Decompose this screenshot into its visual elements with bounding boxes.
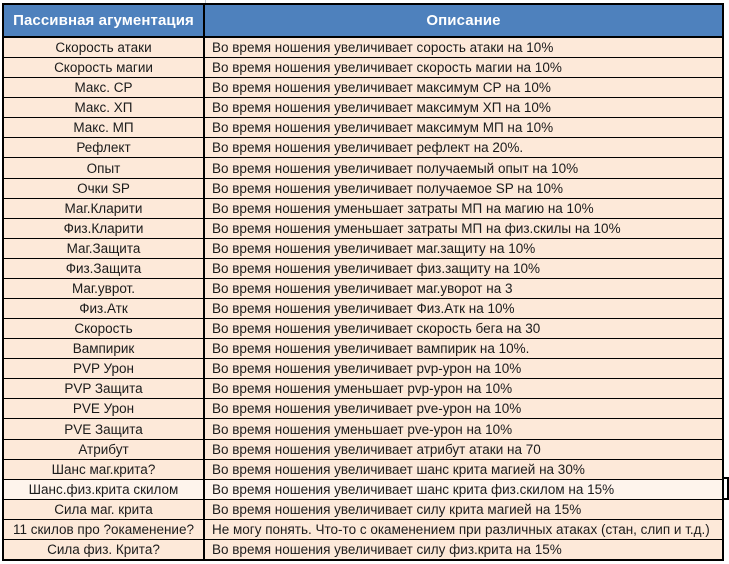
row-name-cell[interactable]: Сила физ. Крита? [4, 539, 205, 560]
row-desc-cell[interactable]: Во время ношения увеличивает pvp-урон на… [212, 361, 522, 377]
gridline-remnant [205, 0, 206, 4]
row-name-cell[interactable]: PVP Урон [4, 359, 205, 379]
row-desc-cell[interactable]: Не могу понять. Что-то с окаменением при… [212, 521, 710, 537]
passive-augmentation-table: Пассивная агументация Описание Скорость … [2, 3, 724, 561]
table-row[interactable]: PVP Защита Во время ношения уменьшает pv… [4, 379, 722, 400]
row-name-cell[interactable]: Опыт [4, 158, 205, 178]
table-row[interactable]: Шанс.физ.крита скилом Во время ношения у… [4, 479, 722, 500]
row-desc-cell[interactable]: Во время ношения увеличивает силу крита … [212, 501, 582, 517]
table-row[interactable]: Шанс маг.крита? Во время ношения увеличи… [4, 459, 722, 480]
row-desc-cell[interactable]: Во время ношения увеличивает максимум СР… [212, 80, 551, 96]
row-desc-cell[interactable]: Во время ношения увеличивает максимум ХП… [212, 100, 551, 116]
table-row[interactable]: Вампирик Во время ношения увеличивает ва… [4, 339, 722, 360]
table-row[interactable]: PVE Защита Во время ношения уменьшает pv… [4, 419, 722, 440]
row-name-cell[interactable]: Шанс.физ.крита скилом [4, 479, 205, 499]
table-row[interactable]: Физ.Кларити Во время ношения уменьшает з… [4, 218, 722, 239]
table-row[interactable]: PVP Урон Во время ношения увеличивает pv… [4, 359, 722, 380]
table-row[interactable]: Атрибут Во время ношения увеличивает атр… [4, 439, 722, 460]
row-desc-cell[interactable]: Во время ношения уменьшает затраты МП на… [212, 220, 621, 236]
row-desc-cell[interactable]: Во время ношения уменьшает pve-урон на 1… [212, 421, 513, 437]
row-name-cell[interactable]: Макс. ХП [4, 98, 205, 118]
row-name-cell[interactable]: Физ.Атк [4, 299, 205, 319]
row-name-cell[interactable]: Маг.уврот. [4, 278, 205, 299]
table-row[interactable]: 11 скилов про ?окаменение? Не могу понят… [4, 519, 722, 540]
table-row[interactable]: Маг.Защита Во время ношения увеличивает … [4, 238, 722, 259]
row-desc-cell[interactable]: Во время ношения увеличивает Физ.Атк на … [212, 301, 515, 317]
row-desc-cell[interactable]: Во время ношения увеличивает получаемый … [212, 160, 579, 176]
row-desc-cell[interactable]: Во время ношения увеличивает атрибут ата… [212, 441, 541, 457]
row-name-cell[interactable]: Макс. МП [4, 118, 205, 138]
row-desc-cell[interactable]: Во время ношения увеличивает маг.уворот … [212, 280, 513, 296]
table-row[interactable]: Сила физ. Крита? Во время ношения увелич… [4, 539, 722, 560]
header-cell-description: Описание [426, 12, 501, 29]
table-row[interactable]: Макс. МП Во время ношения увеличивает ма… [4, 118, 722, 139]
table-row[interactable]: Физ.Защита Во время ношения увеличивает … [4, 258, 722, 279]
row-name-cell[interactable]: Очки SP [4, 178, 205, 198]
row-desc-cell[interactable]: Во время ношения увеличивает шанс крита … [212, 481, 615, 497]
table-row[interactable]: Физ.Атк Во время ношения увеличивает Физ… [4, 299, 722, 320]
row-desc-cell[interactable]: Во время ношения увеличивает рефлект на … [212, 140, 524, 156]
table-body: Скорость атаки Во время ношения увеличив… [4, 38, 722, 560]
row-name-cell[interactable]: Физ.Защита [4, 258, 205, 278]
row-name-cell[interactable]: Скорость атаки [4, 38, 205, 58]
table-row[interactable]: Макс. ХП Во время ношения увеличивает ма… [4, 98, 722, 119]
table-row[interactable]: Маг.уврот. Во время ношения увеличивает … [4, 278, 722, 300]
row-name-cell[interactable]: Физ.Кларити [4, 218, 205, 238]
row-desc-cell[interactable]: Во время ношения увеличивает максимум МП… [212, 120, 554, 136]
row-desc-cell[interactable]: Во время ношения увеличивает pve-урон на… [212, 401, 522, 417]
row-name-cell[interactable]: Маг.Защита [4, 238, 205, 258]
row-name-cell[interactable]: PVE Защита [4, 419, 205, 439]
row-desc-cell[interactable]: Во время ношения увеличивает вампирик на… [212, 341, 530, 357]
row-name-cell[interactable]: Сила маг. крита [4, 499, 205, 519]
row-desc-cell[interactable]: Во время ношения увеличивает сорость ата… [212, 40, 554, 56]
table-row[interactable]: Опыт Во время ношения увеличивает получа… [4, 158, 722, 179]
table-row[interactable]: Очки SP Во время ношения увеличивает пол… [4, 178, 722, 199]
row-name-cell[interactable]: PVE Урон [4, 399, 205, 419]
row-desc-cell[interactable]: Во время ношения уменьшает затраты МП на… [212, 200, 594, 216]
row-name-cell[interactable]: Скорость [4, 319, 205, 339]
table-row[interactable]: Скорость магии Во время ношения увеличив… [4, 58, 722, 79]
row-desc-cell[interactable]: Во время ношения увеличивает получаемое … [212, 180, 563, 196]
table-row[interactable]: Сила маг. крита Во время ношения увеличи… [4, 499, 722, 520]
table-row[interactable]: Скорость Во время ношения увеличивает ск… [4, 319, 722, 340]
row-name-cell[interactable]: Атрибут [4, 439, 205, 459]
table-row[interactable]: PVE Урон Во время ношения увеличивает pv… [4, 399, 722, 420]
table-row[interactable]: Скорость атаки Во время ношения увеличив… [4, 38, 722, 59]
row-desc-cell[interactable]: Во время ношения увеличивает маг.защиту … [212, 240, 536, 256]
row-name-cell[interactable]: PVP Защита [4, 379, 205, 399]
header-cell-augmentation: Пассивная агументация [4, 5, 205, 36]
row-name-cell[interactable]: Скорость магии [4, 58, 205, 78]
row-name-cell[interactable]: 11 скилов про ?окаменение? [4, 519, 205, 539]
row-name-cell[interactable]: Вампирик [4, 339, 205, 359]
row-name-cell[interactable]: Шанс маг.крита? [4, 459, 205, 479]
row-desc-cell[interactable]: Во время ношения уменьшает pvp-урон на 1… [212, 381, 513, 397]
row-desc-cell[interactable]: Во время ношения увеличивает шанс крита … [212, 461, 585, 477]
row-desc-cell[interactable]: Во время ношения увеличивает силу физ.кр… [212, 541, 562, 557]
row-name-cell[interactable]: Рефлект [4, 138, 205, 158]
row-name-cell[interactable]: Маг.Кларити [4, 198, 205, 218]
table-row[interactable]: Макс. СР Во время ношения увеличивает ма… [4, 78, 722, 99]
table-row[interactable]: Рефлект Во время ношения увеличивает реф… [4, 138, 722, 159]
table-row[interactable]: Маг.Кларити Во время ношения уменьшает з… [4, 198, 722, 219]
row-name-cell[interactable]: Макс. СР [4, 78, 205, 98]
cell-selection-mark [724, 477, 729, 500]
row-desc-cell[interactable]: Во время ношения увеличивает физ.защиту … [212, 260, 541, 276]
table-header-row: Пассивная агументация Описание [4, 5, 722, 38]
row-desc-cell[interactable]: Во время ношения увеличивает скорость ма… [212, 60, 562, 76]
row-desc-cell[interactable]: Во время ношения увеличивает скорость бе… [212, 321, 541, 337]
